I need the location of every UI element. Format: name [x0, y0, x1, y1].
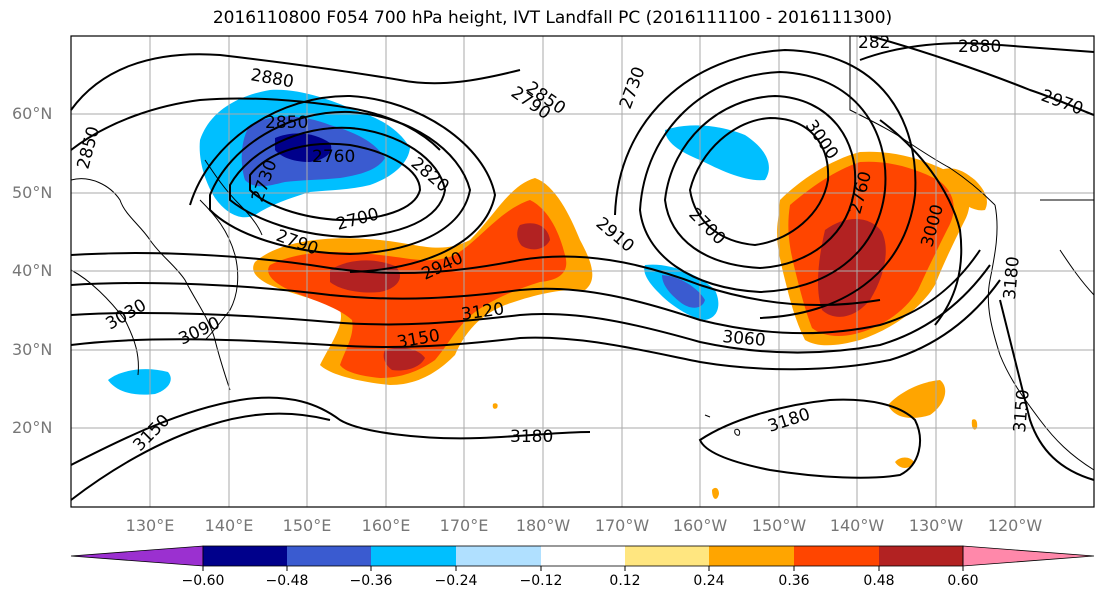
ivt-positive-east-high	[818, 218, 886, 317]
lon-label: 140°W	[829, 516, 885, 535]
contour-band4	[70, 279, 1001, 371]
na-coast	[987, 204, 1095, 471]
contour-3150-west	[70, 412, 331, 501]
colorbar-tick-label: 0.48	[863, 573, 895, 589]
lon-label: 150°W	[751, 516, 807, 535]
lat-label: 50°N	[12, 183, 53, 202]
colorbar-tick-label: −0.60	[181, 573, 225, 589]
lon-label: 150°E	[282, 516, 332, 535]
contour-label: 282	[858, 33, 890, 53]
contour-3180-west	[70, 396, 591, 466]
hawaii1	[734, 428, 741, 436]
contour-low2	[229, 126, 447, 239]
colorbar-outline	[202, 545, 964, 567]
colorbar-tick-label: −0.12	[519, 573, 563, 589]
colorbar-extend-left	[70, 545, 204, 567]
contour-3150-east	[999, 299, 1095, 481]
alaska-coast	[849, 36, 996, 206]
colorbar-segment	[287, 546, 371, 566]
contour-2880-west	[70, 53, 521, 111]
lon-label: 130°E	[125, 516, 175, 535]
ivt-positive-south2	[895, 457, 914, 468]
contour-east-ridge	[879, 119, 963, 326]
height-contours	[70, 35, 1095, 501]
lat-label: 40°N	[12, 261, 53, 280]
contour-2880-east	[859, 42, 1095, 61]
contour-low-east1	[688, 116, 830, 247]
coastlines	[70, 36, 1095, 471]
kamchatka-coast	[204, 159, 263, 236]
chart-title: 2016110800 F054 700 hPa height, IVT Land…	[212, 8, 893, 28]
ivt-positive-west-high2	[383, 347, 425, 371]
colorbar-segment	[879, 546, 963, 566]
contour-low-east4	[614, 48, 917, 319]
colorbar-segment	[203, 546, 287, 566]
contour-band2	[70, 249, 981, 335]
colorbar-extend-right	[962, 545, 1095, 567]
ivt-negative-center-mid	[662, 275, 705, 308]
asia-coast	[70, 178, 231, 391]
contour-low-east3	[638, 70, 887, 294]
na-border2	[1059, 249, 1095, 296]
graticule	[71, 36, 1094, 507]
ivt-positive-small2	[971, 419, 978, 430]
colorbar-segment	[371, 546, 456, 566]
ivt-positive-west-high	[330, 260, 400, 293]
contour-label: 2760	[312, 147, 355, 167]
contour-low3	[209, 110, 472, 256]
ivt-positive-coast	[940, 168, 987, 211]
colorbar-segment	[456, 546, 541, 566]
lon-label: 180°W	[515, 516, 571, 535]
ivt-positive-small1	[712, 487, 719, 499]
colorbar-segment	[625, 546, 709, 566]
colorbar-tick-label: 0.24	[693, 573, 725, 589]
contour-band3	[70, 264, 991, 354]
colorbar-tick-label: 0.36	[778, 573, 810, 589]
colorbar-tick-label: −0.48	[265, 573, 309, 589]
colorbar-segment	[794, 546, 879, 566]
lon-label: 160°E	[361, 516, 411, 535]
ivt-negative-south	[108, 369, 171, 395]
colorbar	[70, 545, 1095, 571]
contour-label: 3150	[1010, 389, 1034, 434]
map-frame	[70, 35, 1095, 508]
contour-label: 2850	[265, 113, 308, 133]
colorbar-tick-label: 0.12	[609, 573, 641, 589]
ivt-positive-south1	[888, 380, 946, 418]
contour-3180-east	[698, 398, 921, 479]
lon-label: 140°E	[204, 516, 254, 535]
lat-label: 60°N	[12, 104, 53, 123]
colorbar-tick-label: −0.36	[349, 573, 393, 589]
contour-band1	[70, 252, 881, 306]
lon-label: 120°W	[987, 516, 1043, 535]
lat-label: 20°N	[12, 418, 53, 437]
hawaii2	[704, 414, 711, 418]
ivt-negative-regions	[108, 89, 769, 395]
colorbar-tick-label: 0.60	[947, 573, 979, 589]
lon-label: 130°W	[908, 516, 964, 535]
lat-label: 30°N	[12, 340, 53, 359]
contour-label: 3180	[510, 427, 553, 447]
colorbar-tick-label: −0.24	[434, 573, 478, 589]
contour-label: 3060	[722, 327, 767, 351]
colorbar-segment	[541, 546, 625, 566]
contour-low4	[189, 94, 497, 273]
contour-low1	[249, 142, 422, 222]
contour-label: 3180	[1000, 256, 1024, 301]
ivt-positive-small3	[492, 403, 498, 409]
ivt-positive-west-high3	[517, 223, 550, 250]
lon-label: 160°W	[672, 516, 728, 535]
contour-low-east2	[663, 94, 857, 270]
japan-coast	[199, 199, 239, 341]
colorbar-segment	[709, 546, 794, 566]
ivt-positive-west-mid	[268, 200, 567, 378]
contour-label: 2880	[958, 37, 1001, 57]
lon-label: 170°E	[439, 516, 489, 535]
ivt-negative-alaska-high	[275, 133, 332, 162]
lon-label: 170°W	[594, 516, 650, 535]
